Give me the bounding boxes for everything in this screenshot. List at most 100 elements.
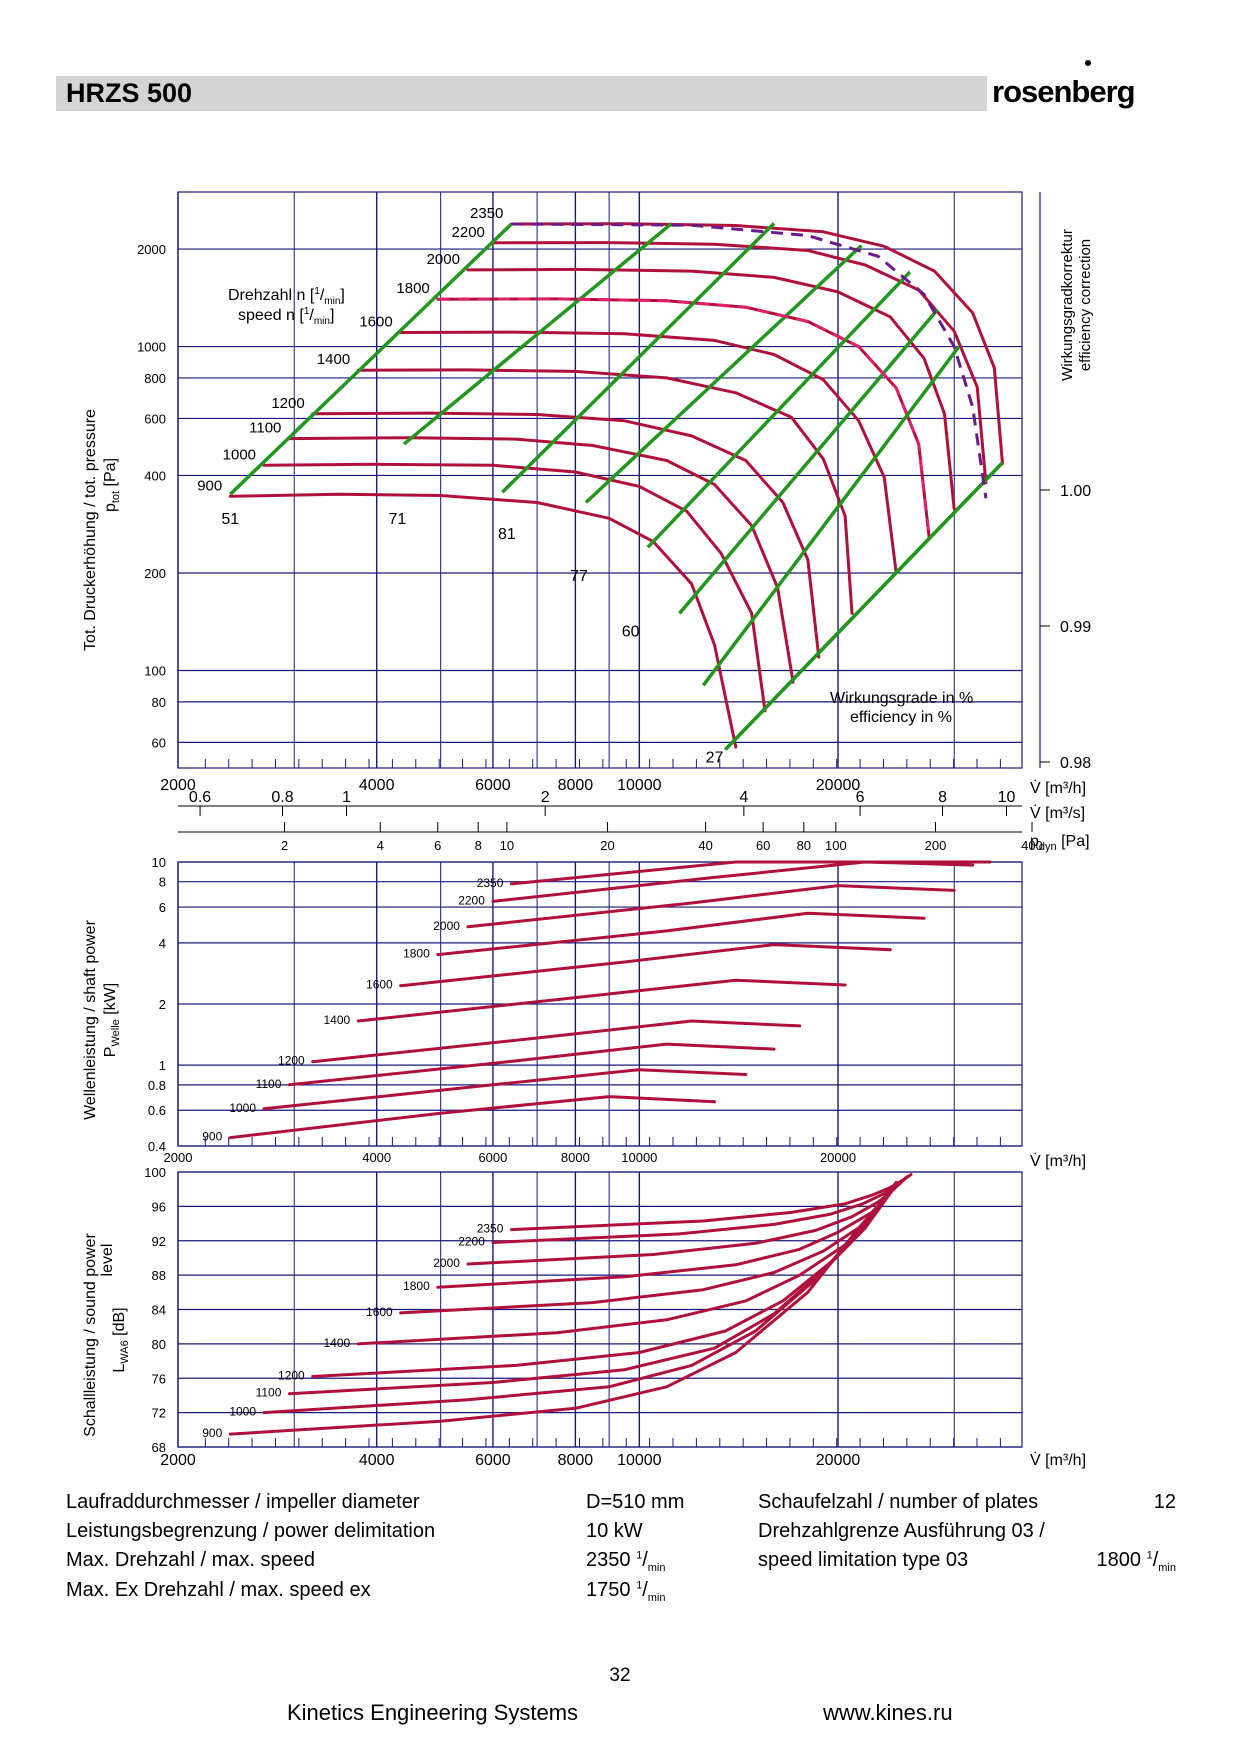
- y-tick-label: 8: [159, 875, 166, 890]
- speed-label-2200: 2200: [452, 224, 485, 241]
- sound-axis-title: Schallleistung / sound power: [82, 1232, 99, 1436]
- curve-1400: [356, 368, 854, 615]
- speed-label-1000: 1000: [229, 1101, 256, 1115]
- efficiency-value-71: 71: [389, 511, 407, 528]
- correction-axis-title-en: efficiency correction: [1077, 239, 1094, 371]
- efficiency-value-60: 60: [622, 623, 640, 640]
- model-title: HRZS 500: [66, 78, 193, 108]
- x-tick-label: 10000: [621, 1150, 657, 1165]
- speed-label-900: 900: [202, 1130, 222, 1144]
- speed-label-1200: 1200: [271, 395, 304, 412]
- efficiency-value-81: 81: [498, 526, 516, 543]
- x-tick-label: 10000: [617, 777, 662, 794]
- speed-label-1000: 1000: [223, 446, 256, 463]
- y-tick-label: 400: [144, 468, 166, 483]
- pdyn-tick-label: 200: [925, 838, 947, 853]
- curve-1100: [287, 1183, 898, 1396]
- y-tick-label: 92: [152, 1234, 166, 1249]
- efficiency-value-51: 51: [221, 511, 239, 528]
- efficiency-value-77: 77: [570, 568, 588, 585]
- spec-row-max-speed: Max. Drehzahl / max. speed 2350 1/min sp…: [66, 1549, 1176, 1579]
- pdyn-tick-label: 4: [377, 838, 384, 853]
- y-tick-label: 84: [152, 1303, 166, 1318]
- y-tick-label: 600: [144, 411, 166, 426]
- m3s-tick-label: 0.8: [271, 789, 293, 806]
- spec-row-impeller: Laufraddurchmesser / impeller diameter D…: [66, 1491, 1176, 1521]
- y-tick-label: 0.6: [148, 1103, 166, 1118]
- x-tick-label: 2000: [164, 1150, 193, 1165]
- y-tick-label: 68: [152, 1440, 166, 1455]
- speed-label-en: speed n [1/min]: [238, 306, 334, 327]
- x-tick-label: 20000: [816, 777, 861, 794]
- x-tick-label: 2000: [160, 777, 196, 794]
- speed-label-2000: 2000: [433, 1256, 460, 1270]
- x-tick-label: 4000: [359, 777, 395, 794]
- flow-m3h-label-3: V̇ [m³/h]: [1030, 1451, 1086, 1469]
- spec-row-max-speed-ex: Max. Ex Drehzahl / max. speed ex 1750 1/…: [66, 1579, 1176, 1609]
- y-tick-label: 72: [152, 1406, 166, 1421]
- y-tick-label: 2000: [137, 242, 166, 257]
- y-tick-label: 0.8: [148, 1078, 166, 1093]
- x-tick-label: 6000: [475, 1452, 511, 1469]
- speed-label-de: Drehzahl n [1/min]: [228, 286, 345, 307]
- curve-2000: [466, 884, 956, 929]
- speed-label-1600: 1600: [359, 314, 392, 331]
- y-tick-label: 76: [152, 1371, 166, 1386]
- speed-label-2200: 2200: [458, 1234, 485, 1248]
- pdyn-tick-label: 20: [600, 838, 614, 853]
- speed-label-1400: 1400: [323, 1336, 350, 1350]
- curve-900: [228, 1095, 716, 1140]
- speed-label-1400: 1400: [323, 1013, 350, 1027]
- curve-2200: [491, 1174, 910, 1244]
- spec-value-2: 12: [1153, 1491, 1176, 1513]
- correction-axis-title: Wirkungsgradkorrektur: [1059, 229, 1076, 381]
- curve-2200: [491, 241, 988, 485]
- speed-label-2000: 2000: [427, 251, 460, 268]
- m3s-tick-label: 10: [998, 789, 1016, 806]
- spec-label: Laufraddurchmesser / impeller diameter: [66, 1491, 420, 1513]
- correction-tick-label: 0.98: [1060, 755, 1091, 772]
- y-tick-label: 80: [152, 1337, 166, 1352]
- efficiency-line: [701, 345, 961, 687]
- efficiency-line: [501, 222, 776, 494]
- curve-2350: [509, 860, 992, 886]
- curve-1200: [311, 1019, 802, 1064]
- m3s-tick-label: 2: [541, 789, 550, 806]
- spec-label: Leistungsbegrenzung / power delimitation: [66, 1520, 436, 1542]
- y-tick-label: 10: [152, 855, 166, 870]
- grid-layer: [177, 191, 1050, 1448]
- speed-label-1800: 1800: [396, 280, 429, 297]
- pdyn-tick-label: 60: [756, 838, 770, 853]
- y-tick-label: 100: [144, 663, 166, 678]
- curve-2000: [466, 1176, 907, 1266]
- speed-label-1800: 1800: [403, 947, 430, 961]
- efficiency-label-de: Wirkungsgrade in %: [830, 690, 973, 707]
- speed-label-1600: 1600: [366, 978, 393, 992]
- pdyn-tick-label: 2: [281, 838, 288, 853]
- x-tick-label: 6000: [478, 1150, 507, 1165]
- brand-logo: rosenberg: [992, 74, 1136, 109]
- speed-label-1200: 1200: [278, 1054, 305, 1068]
- limit-curve-1800: [437, 297, 931, 539]
- spec-row-power: Leistungsbegrenzung / power delimitation…: [66, 1520, 1176, 1550]
- y-tick-label: 4: [159, 936, 166, 951]
- y-tick-label: 0.4: [148, 1139, 166, 1154]
- spec-value: 1750 1/min: [586, 1579, 666, 1604]
- speed-label-2350: 2350: [477, 1222, 504, 1236]
- footer-company: Kinetics Engineering Systems: [287, 1700, 579, 1725]
- spec-value-2: 1800 1/min: [1096, 1549, 1176, 1574]
- curve-1000: [262, 1068, 748, 1111]
- limit-curve-ex: [511, 222, 988, 499]
- x-tick-label: 8000: [558, 1452, 594, 1469]
- efficiency-line: [402, 222, 673, 446]
- pdyn-tick-label: 80: [797, 838, 811, 853]
- spec-label: Max. Ex Drehzahl / max. speed ex: [66, 1579, 371, 1601]
- spec-value: 2350 1/min: [586, 1549, 666, 1574]
- x-tick-label: 20000: [820, 1150, 856, 1165]
- pdyn-tick-label: 6: [434, 838, 441, 853]
- curve-1200: [311, 1183, 898, 1378]
- spec-value: D=510 mm: [586, 1491, 685, 1513]
- curve-1400: [356, 978, 847, 1023]
- curve-1800: [436, 911, 926, 957]
